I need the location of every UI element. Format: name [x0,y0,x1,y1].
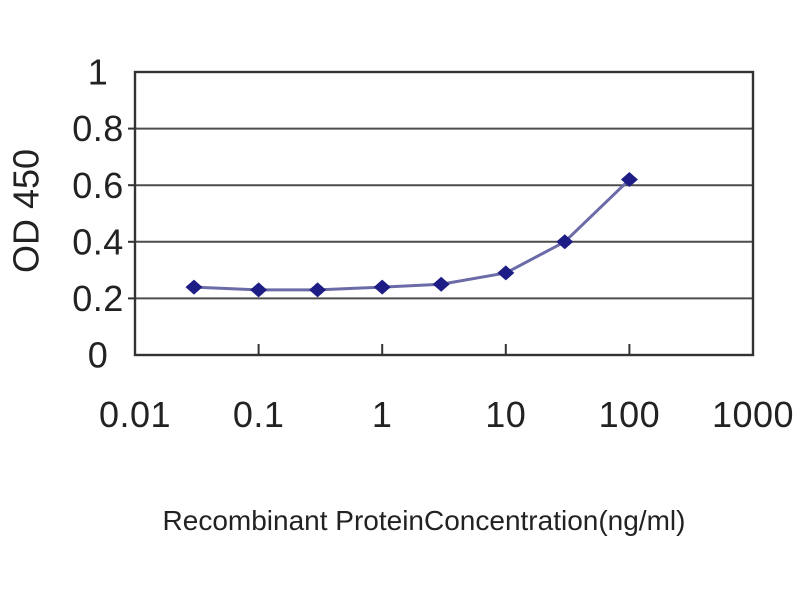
y-tick-label-0.8: 0.8 [72,108,124,149]
series-line [193,178,631,292]
x-tick-label-0.1: 0.1 [233,394,285,435]
data-point-marker-1 [373,279,391,295]
y-tick-label-0.6: 0.6 [72,165,124,206]
y-tick-label-0.4: 0.4 [72,221,124,262]
data-point-marker-30 [556,234,574,250]
data-point-marker-100 [620,172,638,188]
data-point-marker-0.1 [250,282,268,298]
x-axis-title: Recombinant ProteinConcentration(ng/ml) [163,505,686,536]
data-point-marker-0.3 [309,282,327,298]
y-tick-label-0: 0 [88,335,109,376]
y-axis-title: OD 450 [6,149,47,273]
data-point-marker-10 [497,265,515,281]
plot-border [133,70,755,357]
y-tick-label-1: 1 [88,52,109,93]
x-tick-label-1: 1 [372,394,393,435]
y-tick-label-0.2: 0.2 [72,278,124,319]
data-point-marker-3 [432,276,450,292]
x-tick-label-10: 10 [485,394,526,435]
x-tick-label-100: 100 [599,394,661,435]
x-tick-label-0.01: 0.01 [99,394,171,435]
data-point-marker-0.03 [185,279,203,295]
x-tick-label-1000: 1000 [712,394,794,435]
